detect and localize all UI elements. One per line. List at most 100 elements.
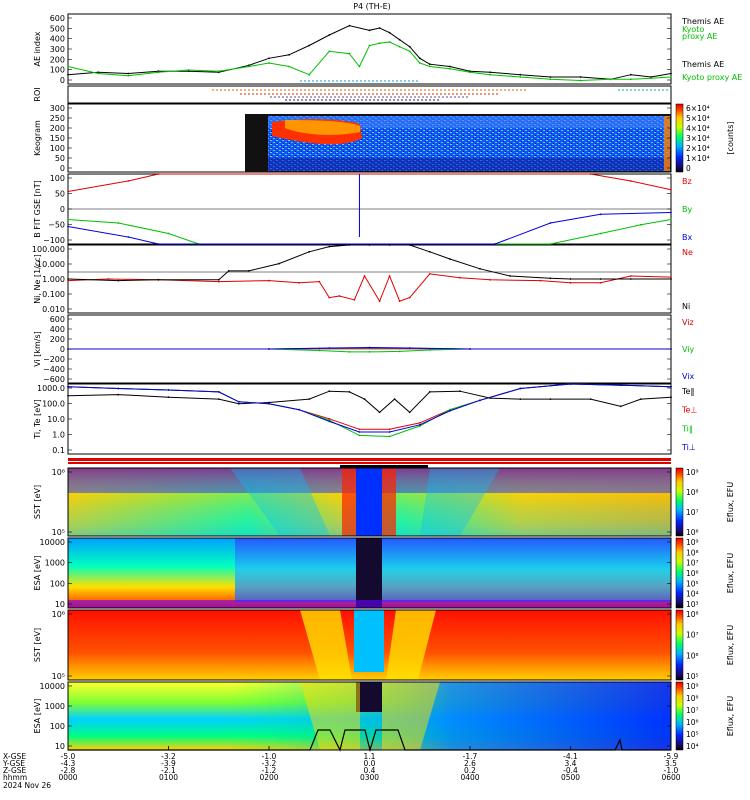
series-label-bfield: Bx	[682, 233, 692, 242]
ytick-label-keogram: 250	[50, 114, 65, 123]
data-point-density	[318, 280, 321, 283]
ytick-label-velocity: 0	[60, 345, 65, 354]
series-label-velocity: Viz	[682, 318, 694, 327]
data-point-ae	[358, 65, 361, 68]
time-axis-ygse: 2.6	[464, 759, 476, 768]
ytick-label-velocity: 400	[50, 325, 65, 334]
data-point-temperature	[237, 400, 240, 403]
data-point-velocity	[469, 348, 471, 350]
data-point-temperature	[217, 391, 220, 393]
data-point-ae	[217, 70, 220, 73]
ytick-label-ae: 0	[60, 76, 65, 85]
data-point-ae	[469, 71, 471, 74]
series-label-temperature: Te⊥	[681, 406, 697, 415]
ytick-label-temperature: 0.1	[52, 446, 65, 455]
colorbar-tick-esa_i: 10⁹	[686, 682, 699, 691]
data-point-density	[353, 298, 356, 301]
data-point-bfield	[670, 188, 672, 191]
data-point-ae	[549, 76, 552, 78]
series-line-temperature-0	[67, 390, 672, 413]
series-line-density-0	[67, 273, 672, 303]
data-point-ae	[670, 76, 672, 78]
colorbar-tick-esa_i: 10⁵	[686, 730, 699, 739]
ylabel-bfield: B FIT GSE [nT]	[33, 180, 42, 238]
plot-title: P4 (TH-E)	[353, 2, 391, 11]
data-point-velocity	[398, 350, 401, 353]
colorbar-tick-sst_e: 10⁹	[686, 468, 699, 477]
time-axis-zgse: 0.2	[464, 766, 476, 775]
ytick-label-esa_e: 10	[55, 600, 65, 609]
colorbar-label-esa_e: Eflux, EFU	[726, 553, 735, 594]
time-axis-xgse: -5.9	[664, 752, 679, 761]
data-point-temperature	[358, 434, 361, 437]
legend-0: Kyoto	[682, 25, 704, 34]
data-point-ae	[629, 73, 632, 76]
colorbar-tick-esa_e: 10³	[686, 600, 699, 609]
data-point-ae	[288, 65, 290, 68]
ytick-label-esa_e: 1000	[45, 559, 65, 568]
data-point-temperature	[619, 384, 622, 387]
data-point-temperature	[418, 422, 421, 424]
ytick-label-esa_i: 10000	[40, 682, 65, 691]
data-point-ae	[378, 42, 381, 45]
data-point-ae	[268, 57, 270, 60]
data-point-bfield	[599, 232, 602, 235]
data-point-temperature	[569, 383, 572, 385]
data-point-bfield	[494, 243, 496, 245]
ytick-label-esa_i: 1000	[45, 702, 65, 711]
ytick-label-bfield: 100	[50, 174, 65, 183]
data-point-bfield	[670, 211, 672, 214]
data-point-ae	[67, 73, 69, 76]
time-axis-zgse: 0.4	[364, 766, 376, 775]
data-point-temperature	[619, 405, 622, 408]
data-point-temperature	[167, 389, 170, 391]
series-line-temperature-1	[67, 383, 672, 430]
series-label-ae: Themis AE	[681, 17, 724, 26]
time-axis-xgse: -1.0	[262, 752, 277, 761]
data-point-density	[368, 244, 371, 246]
data-point-ae	[67, 65, 69, 68]
data-point-ae	[609, 78, 612, 81]
time-axis-ygse: 3.5	[665, 759, 677, 768]
ylabel-ae: AE index	[33, 31, 42, 66]
data-point-temperature	[670, 385, 672, 388]
data-point-bfield	[67, 225, 69, 228]
data-point-ae	[428, 65, 431, 68]
series-line-density-1	[67, 244, 671, 282]
series-label-velocity: Viy	[682, 345, 695, 354]
colorbar-tick-sst_e: 10⁷	[686, 508, 699, 517]
ytick-label-ae: 600	[50, 14, 65, 23]
data-point-bfield	[157, 243, 160, 245]
legend-2: Themis AE	[681, 60, 724, 69]
ytick-label-temperature: 1.0	[52, 431, 65, 440]
data-point-temperature	[298, 408, 300, 411]
data-point-temperature	[378, 411, 381, 414]
sst-e-colorbar	[675, 467, 684, 537]
time-axis-row-label: X-GSE	[3, 752, 26, 761]
series-label-bfield: Bz	[682, 177, 692, 186]
ytick-label-keogram: 100	[50, 144, 65, 153]
ytick-label-bfield: 50	[55, 190, 65, 199]
roi-tracks	[212, 80, 671, 101]
series-line-bfield-1	[67, 219, 672, 245]
data-point-temperature	[459, 390, 461, 393]
time-axis-ygse: -4.3	[61, 759, 76, 768]
ytick-label-velocity: 200	[50, 335, 65, 344]
time-axis-ygse: -3.2	[262, 759, 277, 768]
data-point-temperature	[363, 398, 366, 400]
series-label-temperature: Te‖	[681, 387, 694, 396]
series-line-ae-1	[67, 41, 672, 82]
time-axis-xgse: 1.1	[364, 752, 376, 761]
data-point-temperature	[670, 396, 672, 399]
data-point-temperature	[167, 396, 170, 399]
time-axis-hhmm: 0200	[259, 773, 278, 782]
roi-bar-black	[340, 465, 428, 468]
data-point-velocity	[328, 347, 331, 349]
time-axis-ygse: -3.9	[161, 759, 176, 768]
time-axis-zgse: -2.8	[61, 766, 76, 775]
data-point-ae	[418, 62, 421, 64]
series-layer	[67, 24, 672, 438]
data-point-density	[268, 279, 270, 282]
time-axis-zgse: -0.4	[563, 766, 578, 775]
